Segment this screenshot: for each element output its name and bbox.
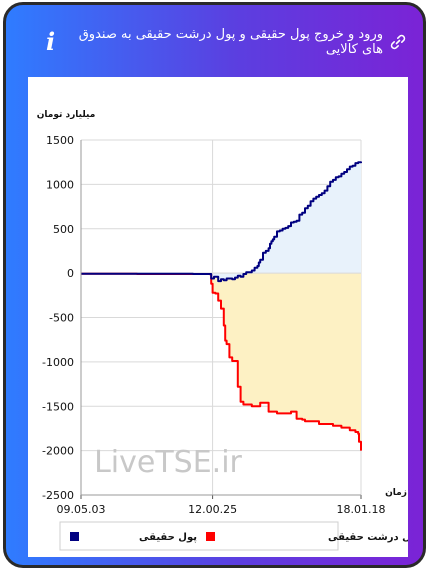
series-area-1 (81, 273, 361, 451)
series-line-1 (81, 272, 362, 451)
y-tick-label: -500 (49, 312, 74, 325)
y-tick-label: -1000 (42, 356, 74, 369)
y-axis-label: میلیارد تومان (37, 110, 96, 120)
y-tick-label: 1500 (46, 134, 74, 147)
plot-panel: 1500 1000 500 0 -500 -1000 -1500 -2000 -2500 09.0… (28, 77, 421, 557)
legend: پول حقیقی پول درشت حقیقی (59, 521, 421, 551)
chart-card: i ورود و خروج پول حقیقی و پول درشت حقیقی… (3, 2, 426, 568)
series-line-0 (81, 161, 362, 283)
legend-box (59, 521, 339, 551)
link-icon[interactable] (389, 33, 407, 51)
chart-title: ورود و خروج پول حقیقی و پول درشت حقیقی ب… (78, 27, 383, 57)
x-tick-label: 18.01.18 (337, 503, 386, 516)
legend-swatch-big-real-money (206, 532, 215, 541)
x-axis-label: زمان (385, 488, 407, 498)
legend-label-real-money: پول حقیقی (139, 532, 197, 543)
axis-layer: 1500 1000 500 0 -500 -1000 -1500 -2000 -250009.0… (42, 134, 385, 516)
legend-label-big-real-money: پول درشت حقیقی (328, 532, 408, 543)
card-header: i ورود و خروج پول حقیقی و پول درشت حقیقی… (6, 5, 423, 77)
y-tick-label: 500 (53, 223, 74, 236)
x-tick-label: 09.05.03 (57, 503, 106, 516)
x-tick-label: 12.00.25 (188, 503, 237, 516)
line-layer (81, 161, 362, 451)
y-tick-label: -2500 (42, 489, 74, 502)
chart-svg: 1500 1000 500 0 -500 -1000 -1500 -2000 -250009.0… (37, 110, 421, 551)
y-tick-label: 0 (67, 267, 74, 280)
y-tick-label: 1000 (46, 178, 74, 191)
watermark: LiveTSE.ir (94, 445, 242, 480)
series-area-0 (81, 162, 361, 282)
y-tick-label: -1500 (42, 400, 74, 413)
legend-swatch-real-money (70, 532, 79, 541)
y-tick-label: -2000 (42, 445, 74, 458)
info-icon[interactable]: i (46, 27, 56, 56)
